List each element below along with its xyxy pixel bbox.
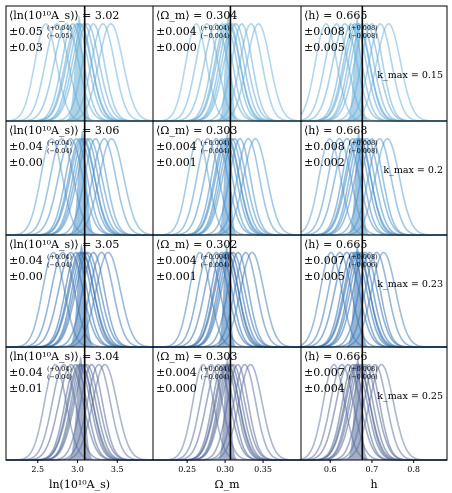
mean-annotation: ⟨Ω_m⟩ = 0.303 [156,124,237,137]
x-tick-label: 3.5 [111,465,124,474]
combined-posterior [6,244,102,347]
error-annotation: ±0.004 [156,366,197,379]
mean-annotation: ⟨Ω_m⟩ = 0.303 [156,350,237,363]
x-axis-label: Ω_m [214,478,240,491]
x-tick-label: 0.35 [254,465,272,474]
error-lower: (−0.004) [201,373,231,381]
bias-annotation: ±0.000 [156,41,197,54]
error-upper: (+0.008) [349,139,379,147]
mean-annotation: ⟨h⟩ = 0.668 [304,124,367,137]
x-axis-label: ln(10¹⁰A_s) [49,478,110,491]
bias-annotation: ±0.005 [304,270,345,283]
error-lower: (−0.008) [349,147,379,155]
error-lower: (−0.04) [47,373,72,381]
error-lower: (−0.006) [349,373,379,381]
mean-annotation: ⟨ln(10¹⁰A_s)⟩ = 3.02 [9,9,119,22]
bias-annotation: ±0.001 [156,156,197,169]
error-annotation: ±0.04 [9,366,43,379]
error-upper: (+0.04) [47,24,72,32]
combined-posterior [153,15,244,121]
error-annotation: ±0.004 [156,254,197,267]
combined-posterior [6,130,103,235]
mean-annotation: ⟨Ω_m⟩ = 0.304 [156,9,237,22]
combined-posterior [153,130,243,235]
error-lower: (−0.05) [47,32,72,40]
bias-annotation: ±0.03 [9,41,43,54]
panel-frame [300,234,448,348]
error-annotation: ±0.007 [304,254,345,267]
combined-posterior [153,244,242,347]
combined-posterior [301,15,374,121]
combined-posterior [153,356,243,460]
error-annotation: ±0.007 [304,366,345,379]
error-upper: (+0.008) [349,365,379,373]
combined-posterior [6,15,99,121]
panel-frame [300,346,448,461]
mean-annotation: ⟨h⟩ = 0.665 [304,9,367,22]
error-lower: (−0.04) [47,261,72,269]
error-upper: (+0.008) [349,253,379,261]
x-tick-label: 0.8 [407,465,420,474]
kmax-label: k_max = 0.15 [377,70,443,81]
error-lower: (−0.004) [201,32,231,40]
error-upper: (+0.004) [201,365,231,373]
bias-annotation: ±0.000 [156,382,197,395]
error-annotation: ±0.05 [9,25,43,38]
kmax-label: k_max = 0.23 [377,279,443,290]
error-upper: (+0.04) [47,365,72,373]
error-lower: (−0.008) [349,32,379,40]
error-annotation: ±0.004 [156,25,197,38]
error-annotation: ±0.04 [9,254,43,267]
x-tick-label: 0.7 [366,465,379,474]
combined-posterior [6,356,101,460]
x-tick-label: 0.25 [178,465,196,474]
error-upper: (+0.004) [201,253,231,261]
bias-annotation: ±0.00 [9,156,43,169]
x-tick-label: 0.30 [216,465,234,474]
bias-annotation: ±0.005 [304,41,345,54]
error-upper: (+0.04) [47,139,72,147]
kmax-label: k_max = 0.25 [377,391,443,402]
bias-annotation: ±0.001 [156,270,197,283]
mean-annotation: ⟨h⟩ = 0.665 [304,238,367,251]
error-lower: (−0.004) [201,261,231,269]
x-tick-label: 2.5 [31,465,44,474]
error-annotation: ±0.008 [304,25,345,38]
error-upper: (+0.004) [201,139,231,147]
error-annotation: ±0.008 [304,140,345,153]
error-annotation: ±0.04 [9,140,43,153]
combined-posterior [301,356,375,460]
mean-annotation: ⟨ln(10¹⁰A_s)⟩ = 3.04 [9,350,119,363]
mean-annotation: ⟨ln(10¹⁰A_s)⟩ = 3.05 [9,238,119,251]
error-lower: (−0.004) [201,147,231,155]
bias-annotation: ±0.00 [9,270,43,283]
error-upper: (+0.008) [349,24,379,32]
mean-annotation: ⟨ln(10¹⁰A_s)⟩ = 3.06 [9,124,119,137]
x-tick-label: 0.6 [324,465,337,474]
error-upper: (+0.004) [201,24,231,32]
combined-posterior [301,244,374,347]
x-axis-label: h [370,478,377,491]
mean-annotation: ⟨h⟩ = 0.666 [304,350,367,363]
x-tick-label: 3.0 [71,465,84,474]
kmax-label: k_max = 0.2 [383,165,443,176]
bias-annotation: ±0.01 [9,382,43,395]
bias-annotation: ±0.004 [304,382,345,395]
mean-annotation: ⟨Ω_m⟩ = 0.302 [156,238,237,251]
combined-posterior [301,130,376,235]
error-lower: (−0.04) [47,147,72,155]
error-lower: (−0.006) [349,261,379,269]
bias-annotation: ±0.002 [304,156,345,169]
error-upper: (+0.04) [47,253,72,261]
error-annotation: ±0.004 [156,140,197,153]
